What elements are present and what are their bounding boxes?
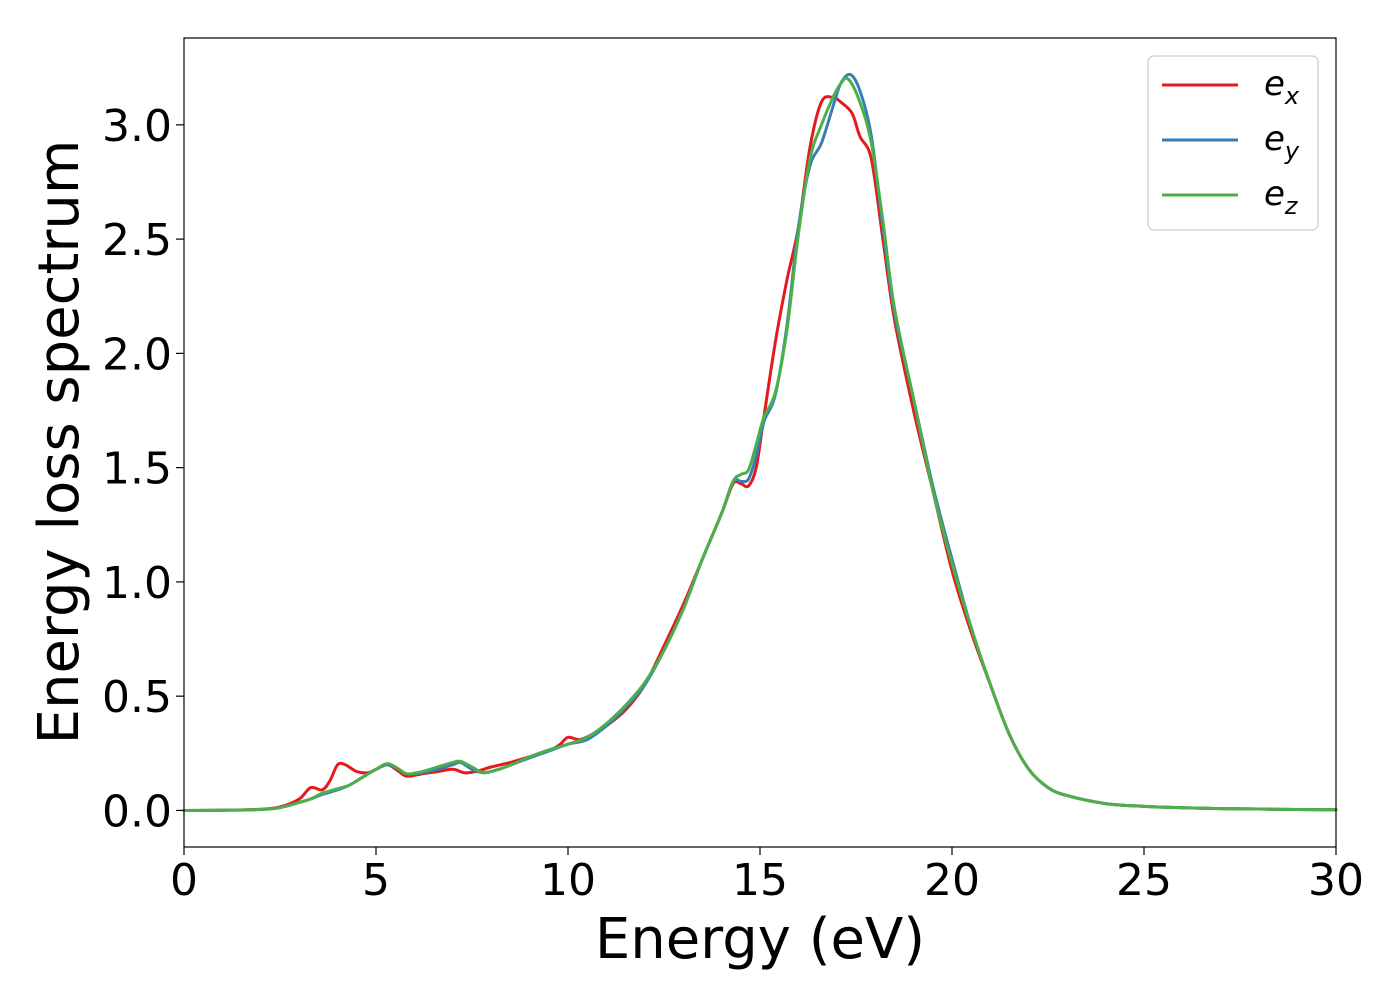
- x-axis-label: Energy (eV): [595, 907, 925, 972]
- legend-label-subscript: x: [1284, 82, 1300, 110]
- legend-label-z: ez: [1264, 174, 1299, 220]
- x-tick-label: 10: [540, 855, 596, 906]
- x-axis-ticks: 0 5 10 15 20 25 30: [170, 847, 1364, 906]
- x-tick-label: 25: [1116, 855, 1172, 906]
- series-line-z: [182, 76, 1338, 812]
- y-tick-label: 3.0: [102, 101, 172, 152]
- y-tick-label: 1.0: [102, 558, 172, 609]
- x-tick-label: 0: [170, 855, 198, 906]
- y-tick-label: 2.0: [102, 329, 172, 380]
- legend-label-base: e: [1264, 64, 1285, 104]
- legend-label-base: e: [1264, 174, 1285, 214]
- x-tick-label: 20: [924, 855, 980, 906]
- x-tick-label: 30: [1308, 855, 1364, 906]
- x-tick-label: 5: [362, 855, 390, 906]
- y-axis-ticks: 0.0 0.5 1.0 1.5 2.0 2.5 3.0: [102, 101, 184, 837]
- legend-label-x: ex: [1264, 64, 1300, 110]
- legend-label-y: ey: [1264, 119, 1300, 165]
- y-axis-label: Energy loss spectrum: [27, 140, 92, 745]
- legend-label-base: e: [1264, 119, 1285, 159]
- y-tick-label: 1.5: [102, 444, 172, 495]
- legend-box: [1147, 55, 1319, 231]
- legend-label-subscript: y: [1284, 137, 1300, 165]
- y-tick-label: 0.0: [102, 786, 172, 837]
- series-layer: [182, 72, 1338, 812]
- x-tick-label: 15: [732, 855, 788, 906]
- y-tick-label: 0.5: [102, 672, 172, 723]
- legend-label-subscript: z: [1284, 192, 1299, 220]
- y-tick-label: 2.5: [102, 215, 172, 266]
